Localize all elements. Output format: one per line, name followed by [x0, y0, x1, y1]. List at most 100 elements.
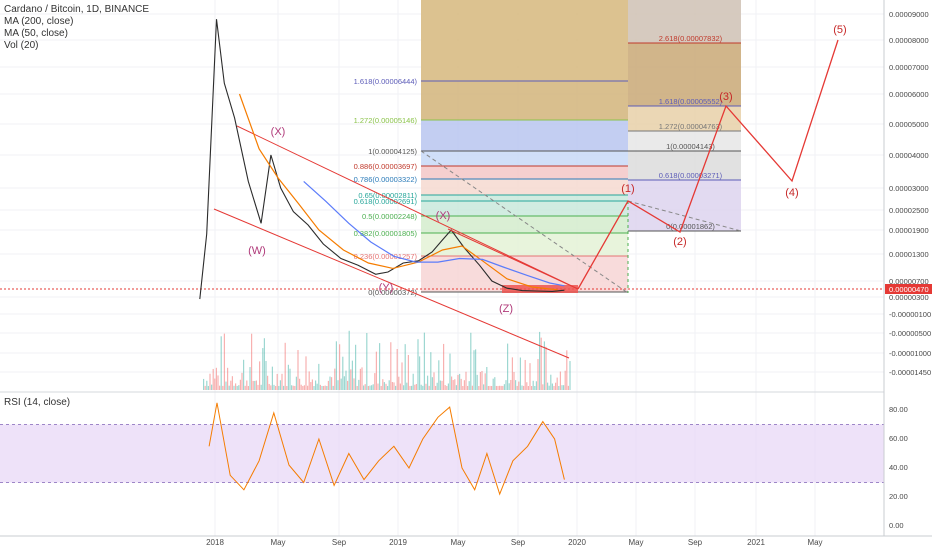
volume-bar: [503, 384, 505, 390]
volume-bar: [491, 385, 493, 390]
fib-level-label: 0.5(0.00002248): [362, 212, 418, 221]
ma50-legend: MA (50, close): [4, 28, 68, 39]
price-tick-label: -0.00001000: [889, 349, 931, 358]
volume-bar: [299, 378, 301, 390]
channel-lower: [213, 208, 570, 359]
volume-bar: [359, 368, 361, 390]
wave-label: (Z): [499, 303, 513, 315]
volume-bar: [447, 383, 449, 390]
volume-bar: [241, 372, 243, 390]
volume-bar: [323, 385, 325, 390]
volume-bar: [523, 385, 525, 390]
time-tick-label: 2019: [389, 538, 407, 547]
fib-level-label: 0.236(0.00001257): [354, 252, 418, 261]
volume-bar: [563, 385, 565, 390]
price-tick-label: 0.00002500: [889, 206, 929, 215]
volume-bar: [559, 371, 561, 390]
fib-zone: [421, 216, 628, 233]
volume-bar: [535, 381, 537, 390]
rsi-tick-label: 0.00: [889, 521, 904, 530]
fib-level-label: 1(0.00004125): [368, 147, 417, 156]
wave-label: (4): [785, 187, 798, 199]
target-box: [502, 285, 578, 293]
volume-bar: [254, 380, 256, 390]
volume-bar: [255, 380, 257, 390]
fib-level-label: 1.618(0.00006444): [354, 77, 418, 86]
fib-zone: [421, 195, 628, 201]
time-tick-label: 2021: [747, 538, 765, 547]
wave-label: (3): [719, 91, 732, 103]
volume-bar: [303, 385, 305, 390]
price-tick-label: 0.00005000: [889, 120, 929, 129]
volume-bar: [423, 332, 425, 390]
volume-bar: [388, 380, 390, 390]
volume-bar: [350, 369, 352, 390]
volume-bar: [430, 352, 432, 390]
volume-bar: [361, 367, 363, 390]
volume-bar: [212, 368, 214, 390]
volume-bar: [428, 385, 430, 390]
rsi-tick-label: 20.00: [889, 492, 908, 501]
volume-bar: [495, 385, 497, 390]
volume-bar: [463, 380, 465, 390]
volume-bar: [313, 385, 315, 390]
volume-bar: [567, 385, 569, 390]
price-tick-label: 0.00001900: [889, 226, 929, 235]
time-tick-label: May: [450, 538, 465, 547]
volume-bar: [529, 363, 531, 390]
price-tick-label: 0.00000300: [889, 293, 929, 302]
price-tick-label: 0.00004000: [889, 151, 929, 160]
volume-bar: [494, 377, 496, 390]
fib-zone-top-left: [421, 0, 628, 81]
volume-bar: [478, 385, 480, 390]
time-tick-label: May: [807, 538, 822, 547]
volume-bar: [465, 371, 467, 390]
volume-bar: [555, 382, 557, 390]
volume-bar: [452, 380, 454, 390]
volume-bar: [537, 359, 539, 390]
volume-bar: [391, 382, 393, 390]
volume-bar: [337, 380, 339, 390]
volume-bar: [347, 380, 349, 390]
fib-zone: [421, 166, 628, 179]
volume-bar: [487, 385, 489, 390]
volume-bar: [569, 361, 571, 390]
volume-bar: [531, 385, 533, 390]
volume-bar: [204, 385, 206, 390]
time-tick-label: May: [628, 538, 643, 547]
volume-bar: [483, 384, 485, 390]
volume-bar: [443, 343, 445, 390]
volume-bar: [294, 385, 296, 390]
fib-zone: [421, 81, 628, 120]
volume-bar: [419, 356, 421, 390]
volume-bar: [364, 384, 366, 390]
volume-bar: [439, 380, 441, 390]
volume-bar: [327, 380, 329, 390]
volume-bar: [287, 364, 289, 390]
volume-bar: [553, 385, 555, 390]
volume-bar: [399, 383, 401, 390]
volume-bar: [457, 374, 459, 390]
volume-bar: [267, 375, 269, 390]
fib-ext-zone: [628, 151, 741, 180]
volume-bar: [406, 382, 408, 390]
fib-level-label: 0.618(0.00002691): [354, 197, 418, 206]
volume-bar: [203, 378, 205, 390]
volume-bar: [455, 385, 457, 390]
volume-bar: [511, 357, 513, 390]
time-tick-label: 2020: [568, 538, 586, 547]
volume-bar: [393, 382, 395, 390]
volume-bar: [283, 385, 285, 390]
volume-bar: [441, 380, 443, 390]
volume-bar: [225, 381, 227, 390]
volume-bar: [206, 380, 208, 390]
volume-bar: [499, 385, 501, 390]
volume-bar: [543, 341, 545, 390]
volume-bar: [539, 331, 541, 390]
volume-bar: [431, 377, 433, 390]
volume-bar: [305, 356, 307, 390]
volume-bar: [335, 341, 337, 390]
fib-level-label: 0.786(0.00003322): [354, 175, 418, 184]
volume-bar: [243, 359, 245, 390]
